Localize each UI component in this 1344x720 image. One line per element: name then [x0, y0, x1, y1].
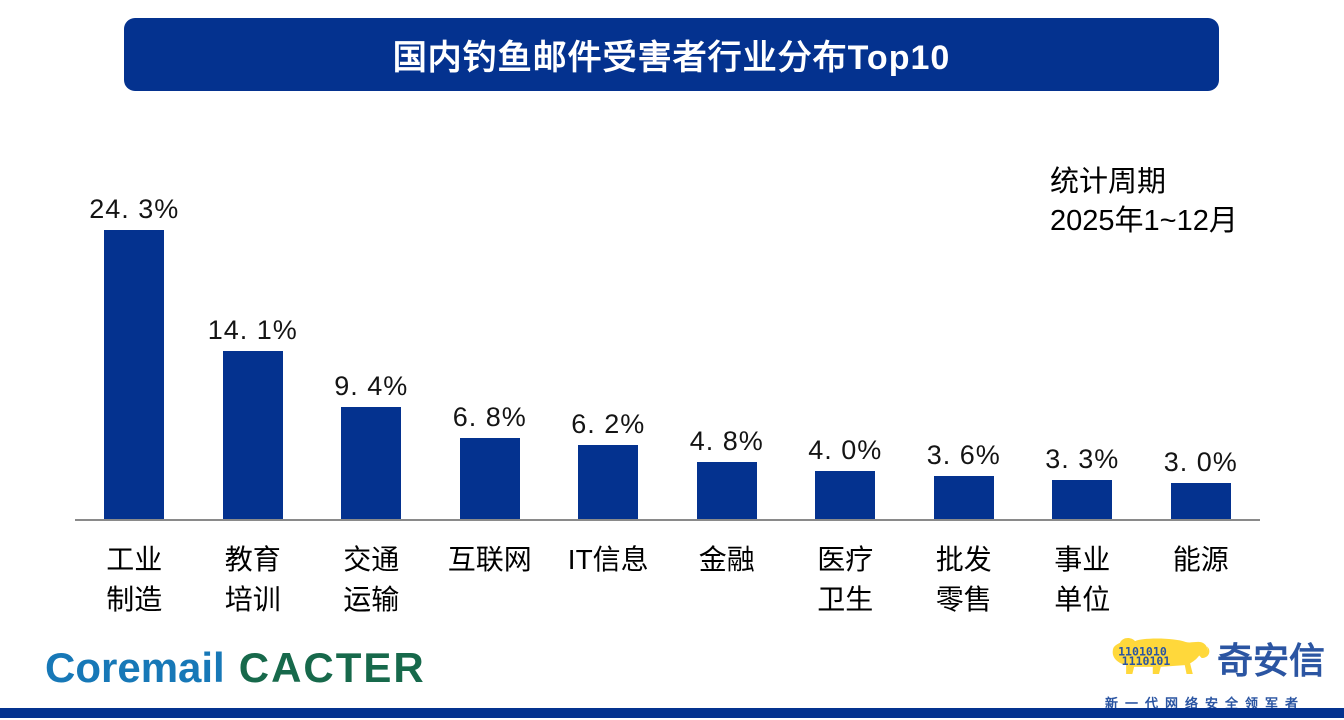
bar-value-label: 3. 3%: [1045, 444, 1120, 474]
x-axis-label: 能源: [1172, 544, 1229, 575]
x-axis-label: 批发 零售: [935, 544, 992, 615]
svg-text:1101010: 1101010: [1118, 644, 1167, 658]
bar-slot: 14. 1%: [194, 190, 313, 519]
bottom-accent-bar: [0, 708, 1344, 718]
bar: [1170, 483, 1231, 519]
bar: [696, 462, 757, 519]
bar: [1052, 480, 1113, 519]
title-banner: 国内钓鱼邮件受害者行业分布Top10: [124, 18, 1219, 91]
bar-chart: 24. 3% 14. 1% 9. 4% 6. 8% 6. 2% 4. 8% 4. 0% 3. …: [75, 190, 1260, 521]
bar-slot: 24. 3%: [75, 190, 194, 519]
qianxin-tiger-icon: 1101010 1110101: [1105, 634, 1213, 687]
bar-value-label: 6. 8%: [452, 402, 527, 432]
x-axis-label: 医疗 卫生: [817, 544, 874, 615]
bar-value-label: 4. 8%: [689, 426, 764, 456]
bar: [459, 438, 520, 519]
bar-slot: 3. 3%: [1023, 190, 1142, 519]
x-axis-label: 工业 制造: [106, 544, 163, 615]
page-title: 国内钓鱼邮件受害者行业分布Top10: [392, 39, 951, 77]
stat-period-label: 统计周期: [1050, 166, 1167, 198]
bar-slot: 3. 6%: [905, 190, 1024, 519]
bar-value-label: 14. 1%: [207, 315, 298, 345]
bar-value-label: 6. 2%: [571, 409, 646, 439]
bar-value-label: 24. 3%: [89, 194, 180, 224]
bar: [578, 445, 639, 519]
bar-value-label: 3. 0%: [1163, 447, 1238, 477]
x-axis-label: 事业 单位: [1054, 544, 1111, 615]
svg-text:1110101: 1110101: [1122, 654, 1171, 668]
x-axis-label: 交通 运输: [343, 544, 400, 615]
coremail-cacter-logo: Coremail CACTER: [45, 644, 426, 692]
bar: [341, 407, 402, 519]
bar: [933, 476, 994, 519]
bar-slot: 4. 8%: [668, 190, 787, 519]
qianxin-wordmark: 奇安信: [1217, 639, 1326, 681]
bar-value-label: 3. 6%: [926, 440, 1001, 470]
x-axis-label: 互联网: [447, 544, 532, 575]
bar-slot: 6. 2%: [549, 190, 668, 519]
bar: [222, 351, 283, 519]
qianxin-tagline: 新一代网络安全领军者: [1105, 696, 1306, 711]
bar: [104, 230, 165, 519]
bar-value-label: 9. 4%: [334, 371, 409, 401]
x-axis-labels: 工业 制造 教育 培训 交通 运输 互联网 IT信息 金融 医疗 卫生 批发 零售 事业 单位 能…: [75, 540, 1260, 620]
stat-period-range: 2025年1~12月: [1050, 205, 1238, 237]
bar-slot: 3. 0%: [1142, 190, 1261, 519]
qianxin-logo: 1101010 1110101 奇安信 新一代网络安全领军者: [1105, 634, 1335, 712]
x-axis-label: 金融: [698, 544, 755, 575]
bar-value-label: 4. 0%: [808, 435, 883, 465]
coremail-wordmark: Coremail: [45, 644, 225, 691]
stat-period: 统计周期 2025年1~12月: [1050, 163, 1238, 241]
x-axis-label: 教育 培训: [224, 544, 281, 615]
x-axis-label: IT信息: [567, 544, 649, 575]
bar-slot: 6. 8%: [431, 190, 550, 519]
bar-slot: 9. 4%: [312, 190, 431, 519]
bar: [815, 471, 876, 519]
bar-slot: 4. 0%: [786, 190, 905, 519]
cacter-wordmark: CACTER: [238, 644, 426, 691]
